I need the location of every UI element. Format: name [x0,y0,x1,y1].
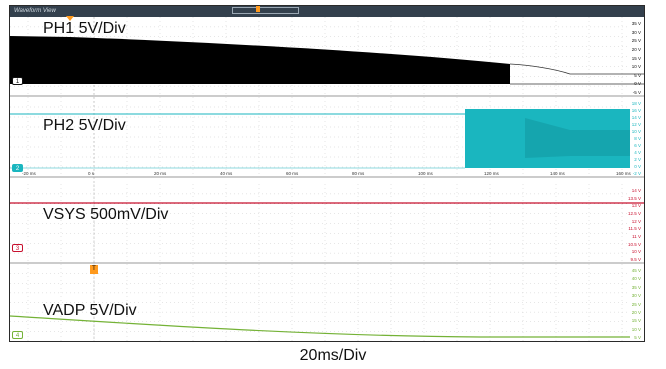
time-tick-label: 140 ms [550,171,565,176]
ph1-tail-trace [509,63,644,75]
ph2-scale-label: 4 V [634,150,641,155]
time-tick-label: 20 ms [154,171,167,176]
timeline-position-marker[interactable] [256,6,260,12]
ph1-scale-label: 25 V [631,38,641,44]
time-tick-label: 0 s [88,171,95,176]
trigger-marker-icon[interactable]: T [90,265,98,274]
vsys-label: VSYS 500mV/Div [43,206,169,223]
vadp-scale-label: 20 V [631,309,641,315]
ph1-scale-label: 20 V [631,46,641,52]
ph2-scale-label: 16 V [631,108,641,113]
ph1-scale-label: 10 V [631,64,641,70]
ph1-channel-badge[interactable]: 1 [12,77,23,85]
time-tick-label: -20 ms [22,171,36,176]
time-per-division-label: 20ms/Div [299,347,367,364]
vadp-channel-badge[interactable]: 4 [12,331,23,339]
vsys-scale-label: 13.5 V [627,195,641,201]
vadp-scale-label: 5 V [634,335,641,340]
window-titlebar: Waveform View [10,6,644,17]
trigger-position-marker[interactable] [66,16,74,21]
time-tick-label: 100 ms [418,171,433,176]
vsys-scale-label: 13 V [631,203,641,209]
vadp-label: VADP 5V/Div [43,302,137,319]
time-tick-label: 160 ms [616,171,631,176]
waveform-view-window: Waveform View PH1 5V/Div PH2 5V/Div VSYS… [9,5,645,342]
ph2-label: PH2 5V/Div [43,117,126,134]
vadp-scale-label: 10 V [631,326,641,332]
vadp-scale-label: 25 V [631,301,641,307]
vadp-scale-label: 40 V [631,276,641,282]
ph1-scale-label: 5 V [634,72,641,78]
waveform-plot [10,17,644,341]
vadp-scale-label: 15 V [631,318,641,324]
vsys-scale-label: 9.5 V [630,257,641,262]
ph2-scale-label: 0 V [634,164,641,169]
vsys-scale-label: 14 V [631,188,641,193]
vsys-scale-label: 12.5 V [627,211,641,216]
ph2-scale-label: 8 V [634,136,641,141]
vsys-scale-label: 11.5 V [628,226,641,232]
time-tick-label: 80 ms [352,171,365,176]
ph1-label: PH1 5V/Div [43,20,126,37]
vadp-trace [10,315,630,338]
time-tick-label: 60 ms [286,171,299,176]
time-tick-label: 120 ms [484,171,499,176]
vsys-channel-badge[interactable]: 3 [12,244,23,252]
ph1-trace [10,36,510,84]
vadp-scale-label: 30 V [631,293,641,299]
ph2-scale-label: 14 V [631,115,641,120]
vadp-scale-label: 35 V [631,284,641,290]
time-tick-label: 40 ms [220,171,233,176]
ph1-scale-label: 30 V [631,29,641,35]
ph1-scale-label: 15 V [631,55,641,61]
ph1-scale-label: -5 V [632,90,641,95]
ph2-channel-badge[interactable]: 2 [12,164,23,172]
ph2-scale-label: -2 V [632,171,641,176]
ph1-scale-label: 0 V [634,81,641,87]
ph2-scale-label: 6 V [634,143,641,148]
vsys-scale-label: 11 V [632,234,641,239]
timeline-overview[interactable] [232,7,299,14]
ph2-scale-label: 18 V [631,101,641,106]
vadp-scale-label: 45 V [631,268,641,273]
vsys-scale-label: 10 V [631,249,641,255]
ph2-burst-inner [525,118,630,158]
window-title: Waveform View [14,8,56,14]
ph2-scale-label: 10 V [631,129,641,134]
ph2-scale-label: 12 V [631,122,641,127]
ph2-scale-label: 2 V [634,157,641,162]
vsys-scale-label: 10.5 V [627,241,641,247]
ph1-scale-label: 35 V [631,21,641,26]
vsys-scale-label: 12 V [631,218,641,224]
